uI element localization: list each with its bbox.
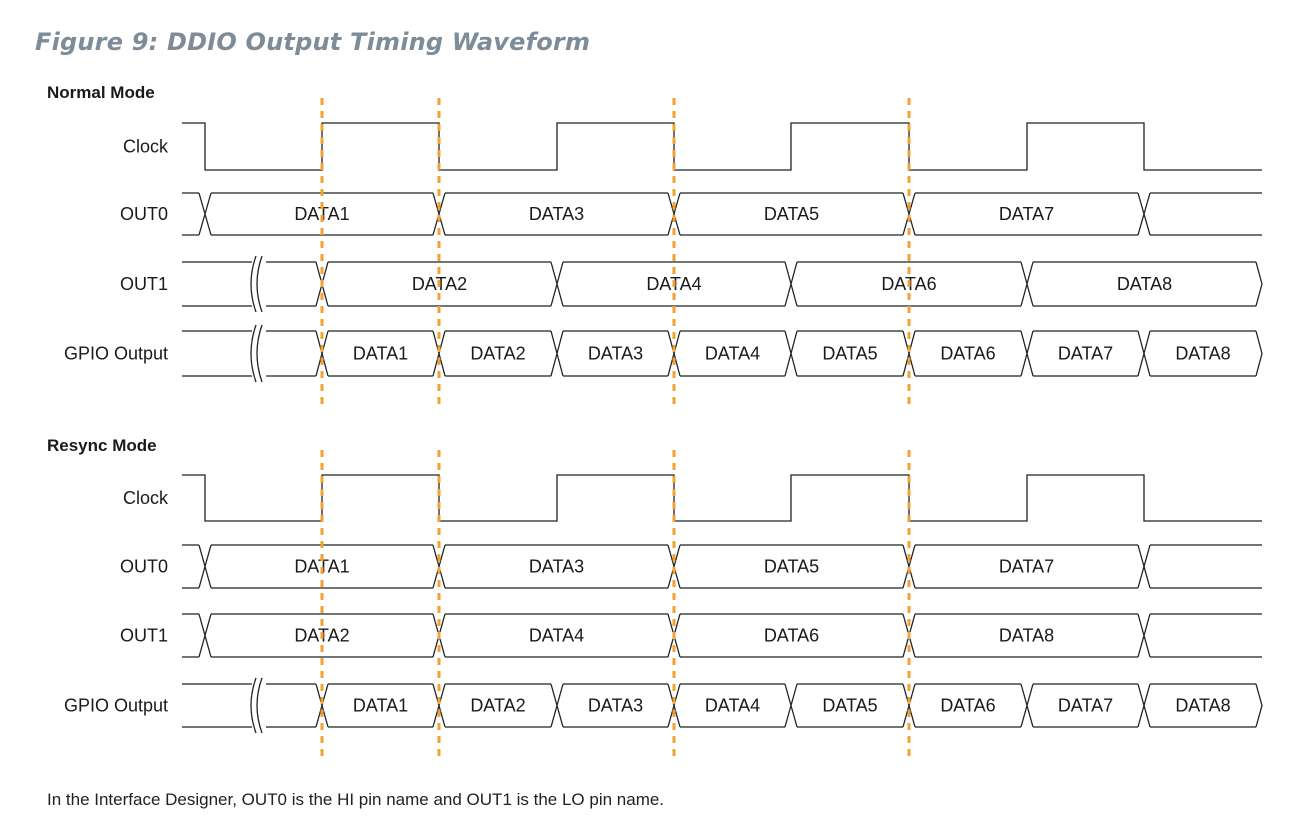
signal-row: OUT1DATA2DATA4DATA6DATA8 bbox=[120, 613, 1262, 658]
bus-segment-label: DATA1 bbox=[353, 696, 408, 716]
bus-pre-region bbox=[182, 683, 316, 728]
bus-segment-label: DATA8 bbox=[999, 626, 1054, 646]
clock-waveform bbox=[182, 122, 1262, 171]
bus-segment-label: DATA2 bbox=[470, 344, 525, 364]
bus-waveform bbox=[315, 683, 1263, 728]
signal-label: Clock bbox=[123, 488, 169, 508]
signal-label: GPIO Output bbox=[64, 344, 168, 364]
bus-segment-label: DATA8 bbox=[1175, 696, 1230, 716]
bus-segment-label: DATA3 bbox=[529, 204, 584, 224]
bus-pre-region bbox=[182, 261, 316, 307]
bus-segment-label: DATA5 bbox=[764, 557, 819, 577]
signal-row: OUT1DATA2DATA4DATA6DATA8 bbox=[120, 255, 1263, 313]
signal-row: Clock bbox=[123, 122, 1262, 171]
signal-row: OUT0 DATA1 DATA3 DATA5 DATA7 bbox=[120, 192, 1262, 236]
bus-segment-label: DATA5 bbox=[822, 344, 877, 364]
bus-segment-label: DATA1 bbox=[294, 204, 349, 224]
bus-segment-label: DATA4 bbox=[705, 344, 760, 364]
bus-segment-label: DATA1 bbox=[294, 557, 349, 577]
bus-segment-label: DATA7 bbox=[1058, 696, 1113, 716]
bus-waveform bbox=[315, 330, 1263, 377]
signal-row: OUT0 DATA1 DATA3 DATA5 DATA7 bbox=[120, 544, 1262, 589]
bus-segment-label: DATA7 bbox=[999, 557, 1054, 577]
signal-label: OUT0 bbox=[120, 204, 168, 224]
bus-segment-label: DATA8 bbox=[1175, 344, 1230, 364]
time-break-icon bbox=[250, 324, 263, 383]
mode-section-1: Normal Mode Clock OUT0 DATA1 DATA3 DATA5 DATA7… bbox=[47, 83, 1263, 408]
bus-edge-lines bbox=[182, 544, 1262, 589]
bus-pre-region bbox=[182, 330, 316, 377]
bus-segment-label: DATA4 bbox=[705, 696, 760, 716]
bus-segment-label: DATA7 bbox=[999, 204, 1054, 224]
footnote: In the Interface Designer, OUT0 is the H… bbox=[47, 790, 665, 809]
bus-segment-label: DATA8 bbox=[1117, 274, 1172, 294]
time-break-icon bbox=[250, 677, 263, 734]
bus-segment-label: DATA1 bbox=[353, 344, 408, 364]
signal-row: GPIO Output DATA1 DATA2 DATA3 DATA4 DATA5 DATA… bbox=[64, 324, 1263, 383]
bus-segment-label: DATA6 bbox=[940, 344, 995, 364]
bus-edge-lines bbox=[182, 192, 1262, 236]
signal-label: GPIO Output bbox=[64, 696, 168, 716]
mode-title: Resync Mode bbox=[47, 436, 157, 455]
signal-row: GPIO Output DATA1 DATA2 DATA3 DATA4 DATA5 DATA… bbox=[64, 677, 1263, 734]
bus-segment-label: DATA3 bbox=[588, 696, 643, 716]
bus-segment-label: DATA7 bbox=[1058, 344, 1113, 364]
bus-segment-label: DATA6 bbox=[940, 696, 995, 716]
bus-segment-label: DATA3 bbox=[529, 557, 584, 577]
bus-segment-label: DATA5 bbox=[764, 204, 819, 224]
mode-title: Normal Mode bbox=[47, 83, 155, 102]
signal-label: OUT0 bbox=[120, 557, 168, 577]
mode-section-2: Resync Mode Clock OUT0 DATA1 DATA3 DATA5 DATA7… bbox=[47, 436, 1263, 760]
bus-segment-label: DATA4 bbox=[529, 626, 584, 646]
signal-label: OUT1 bbox=[120, 274, 168, 294]
bus-segment-label: DATA5 bbox=[822, 696, 877, 716]
time-break-icon bbox=[250, 255, 263, 313]
signal-label: OUT1 bbox=[120, 626, 168, 646]
clock-waveform bbox=[182, 474, 1262, 522]
signal-label: Clock bbox=[123, 137, 169, 157]
bus-segment-label: DATA3 bbox=[588, 344, 643, 364]
bus-edge-lines bbox=[182, 613, 1262, 658]
bus-segment-label: DATA6 bbox=[764, 626, 819, 646]
signal-row: Clock bbox=[123, 474, 1262, 522]
figure-title: Figure 9: DDIO Output Timing Waveform bbox=[35, 28, 591, 56]
bus-segment-label: DATA2 bbox=[470, 696, 525, 716]
